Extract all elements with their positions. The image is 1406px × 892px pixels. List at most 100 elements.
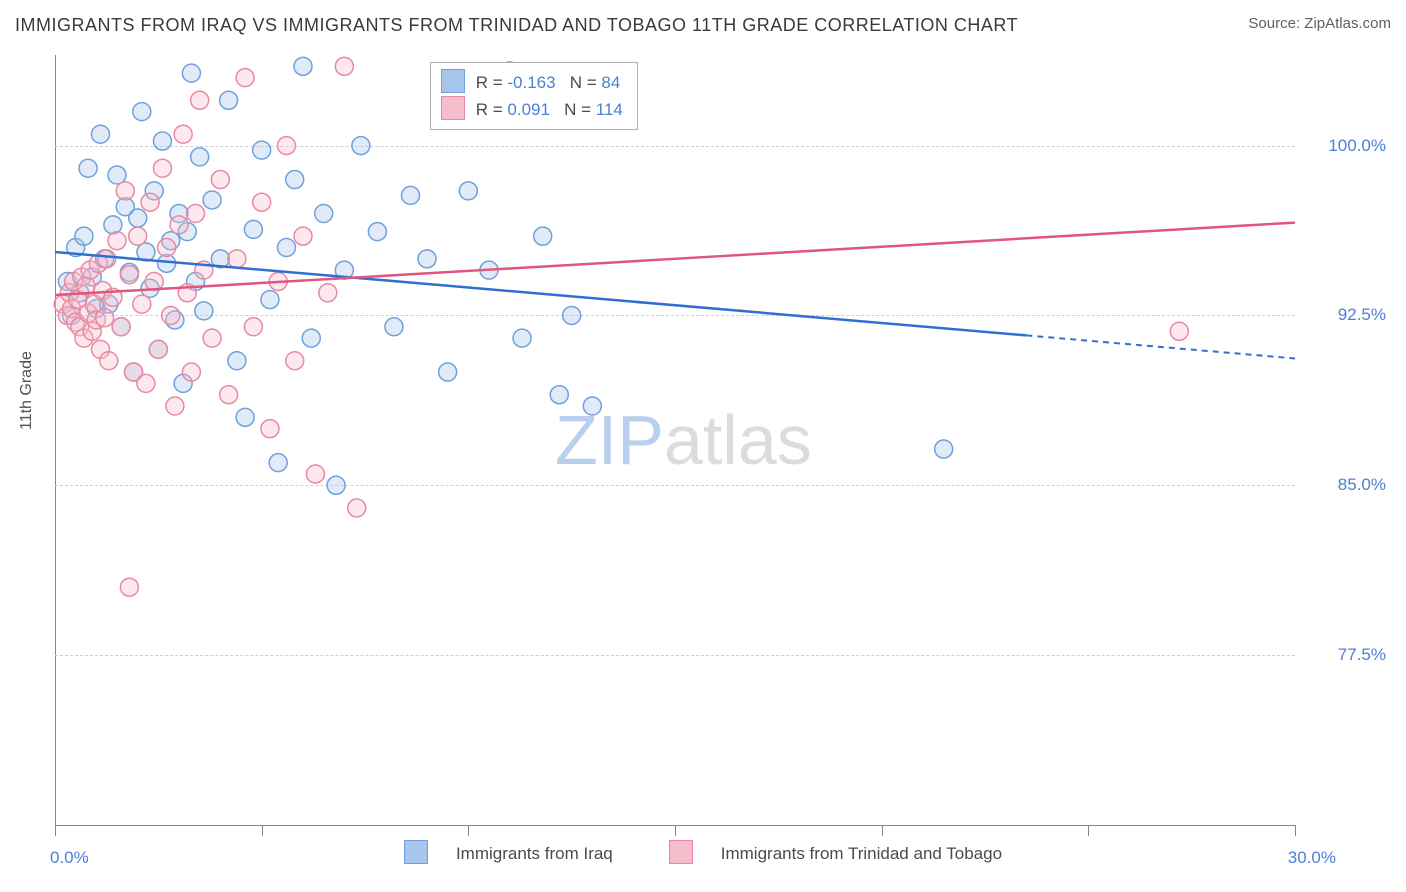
point-trinidad [286,352,304,370]
point-iraq [203,191,221,209]
source-link[interactable]: ZipAtlas.com [1304,15,1391,32]
y-tick-label: 85.0% [1338,475,1386,495]
point-trinidad [137,374,155,392]
point-iraq [129,209,147,227]
point-trinidad [170,216,188,234]
bottom-legend-swatch-iraq [404,840,428,864]
point-iraq [195,302,213,320]
series-legend: Immigrants from Iraq Immigrants from Trin… [0,840,1406,864]
regression-iraq-dashed [1026,335,1295,358]
x-tick [882,826,883,836]
source-prefix: Source: [1248,15,1304,32]
point-iraq [352,137,370,155]
x-tick [675,826,676,836]
point-trinidad [100,352,118,370]
point-iraq [104,216,122,234]
x-tick [468,826,469,836]
point-trinidad [158,239,176,257]
legend-R-value: -0.163 [507,73,555,92]
point-trinidad [348,499,366,517]
point-iraq [315,205,333,223]
point-trinidad [96,309,114,327]
point-trinidad [277,137,295,155]
point-trinidad [108,232,126,250]
point-iraq [75,227,93,245]
bottom-legend-label: Immigrants from Trinidad and Tobago [721,844,1002,863]
point-trinidad [244,318,262,336]
bottom-legend-label: Immigrants from Iraq [456,844,613,863]
point-iraq [79,159,97,177]
point-iraq [277,239,295,257]
point-trinidad [335,57,353,75]
bottom-legend-item-trinidad: Immigrants from Trinidad and Tobago [655,844,1016,863]
point-iraq [583,397,601,415]
point-iraq [228,352,246,370]
regression-iraq-solid [55,252,1026,335]
x-tick [262,826,263,836]
bottom-legend-swatch-trinidad [669,840,693,864]
point-iraq [935,440,953,458]
legend-N-value: 114 [596,100,623,119]
point-iraq [286,171,304,189]
correlation-legend: R = -0.163 N = 84 R = 0.091 N = 114 [430,62,638,130]
point-trinidad [191,91,209,109]
point-trinidad [174,125,192,143]
bottom-legend-item-iraq: Immigrants from Iraq [390,844,627,863]
point-iraq [220,91,238,109]
point-trinidad [98,250,116,268]
point-trinidad [112,318,130,336]
point-trinidad [1170,322,1188,340]
point-iraq [261,291,279,309]
point-trinidad [220,386,238,404]
point-trinidad [149,340,167,358]
point-trinidad [306,465,324,483]
x-tick [55,826,56,836]
point-iraq [550,386,568,404]
legend-swatch-iraq [441,69,465,93]
point-iraq [153,132,171,150]
point-iraq [269,454,287,472]
point-iraq [459,182,477,200]
point-iraq [401,186,419,204]
point-iraq [418,250,436,268]
point-iraq [244,220,262,238]
point-iraq [385,318,403,336]
point-trinidad [253,193,271,211]
legend-swatch-trinidad [441,96,465,120]
point-trinidad [187,205,205,223]
point-trinidad [182,363,200,381]
point-trinidad [228,250,246,268]
point-trinidad [166,397,184,415]
point-iraq [191,148,209,166]
legend-row-trinidad: R = 0.091 N = 114 [441,96,623,123]
y-tick-label: 100.0% [1328,136,1386,156]
chart-title: IMMIGRANTS FROM IRAQ VS IMMIGRANTS FROM … [15,15,1018,36]
point-trinidad [294,227,312,245]
point-iraq [513,329,531,347]
point-trinidad [319,284,337,302]
point-iraq [563,306,581,324]
point-iraq [182,64,200,82]
y-tick-label: 77.5% [1338,645,1386,665]
point-trinidad [129,227,147,245]
point-trinidad [141,193,159,211]
point-iraq [534,227,552,245]
point-trinidad [116,182,134,200]
point-iraq [439,363,457,381]
point-iraq [368,223,386,241]
legend-R-label: R = [476,73,508,92]
y-tick-label: 92.5% [1338,305,1386,325]
point-iraq [133,103,151,121]
legend-N-label: N = [564,100,596,119]
point-trinidad [133,295,151,313]
point-trinidad [162,306,180,324]
point-trinidad [203,329,221,347]
x-tick [1295,826,1296,836]
point-iraq [294,57,312,75]
x-tick [1088,826,1089,836]
point-iraq [302,329,320,347]
point-iraq [236,408,254,426]
legend-R-value: 0.091 [507,100,550,119]
point-trinidad [261,420,279,438]
point-trinidad [153,159,171,177]
